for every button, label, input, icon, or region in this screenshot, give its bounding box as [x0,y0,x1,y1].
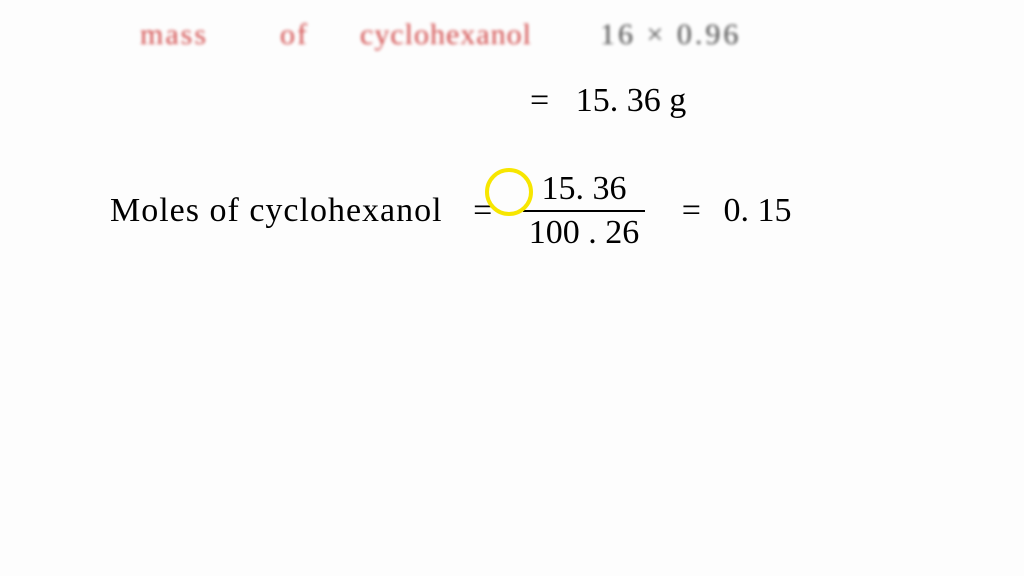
text-of: of [280,18,309,51]
fraction-denominator: 100 . 26 [523,212,646,252]
moles-line: Moles of cyclohexanol = 15. 36 100 . 26 … [110,170,791,252]
mass-value: 15. 36 g [576,82,687,120]
equals-sign-2: = [473,192,492,230]
moles-label: Moles of cyclohexanol [110,192,443,230]
equals-sign-3: = [682,192,701,230]
mass-label-partial: mass [140,18,208,52]
compound-label-partial: cyclohexanol [360,18,532,52]
fraction-numerator: 15. 36 [523,170,646,212]
equals-sign-1: = [530,82,549,120]
text-mass: mass [140,18,208,51]
calc-partial: 16 × 0.96 [600,18,741,52]
text-compound: cyclohexanol [360,18,532,51]
moles-fraction: 15. 36 100 . 26 [523,170,646,252]
text-calc: 16 × 0.96 [600,18,741,51]
moles-result: 0. 15 [723,192,791,230]
of-label-partial: of [280,18,309,52]
mass-result-line: = 15. 36 g [530,80,686,120]
